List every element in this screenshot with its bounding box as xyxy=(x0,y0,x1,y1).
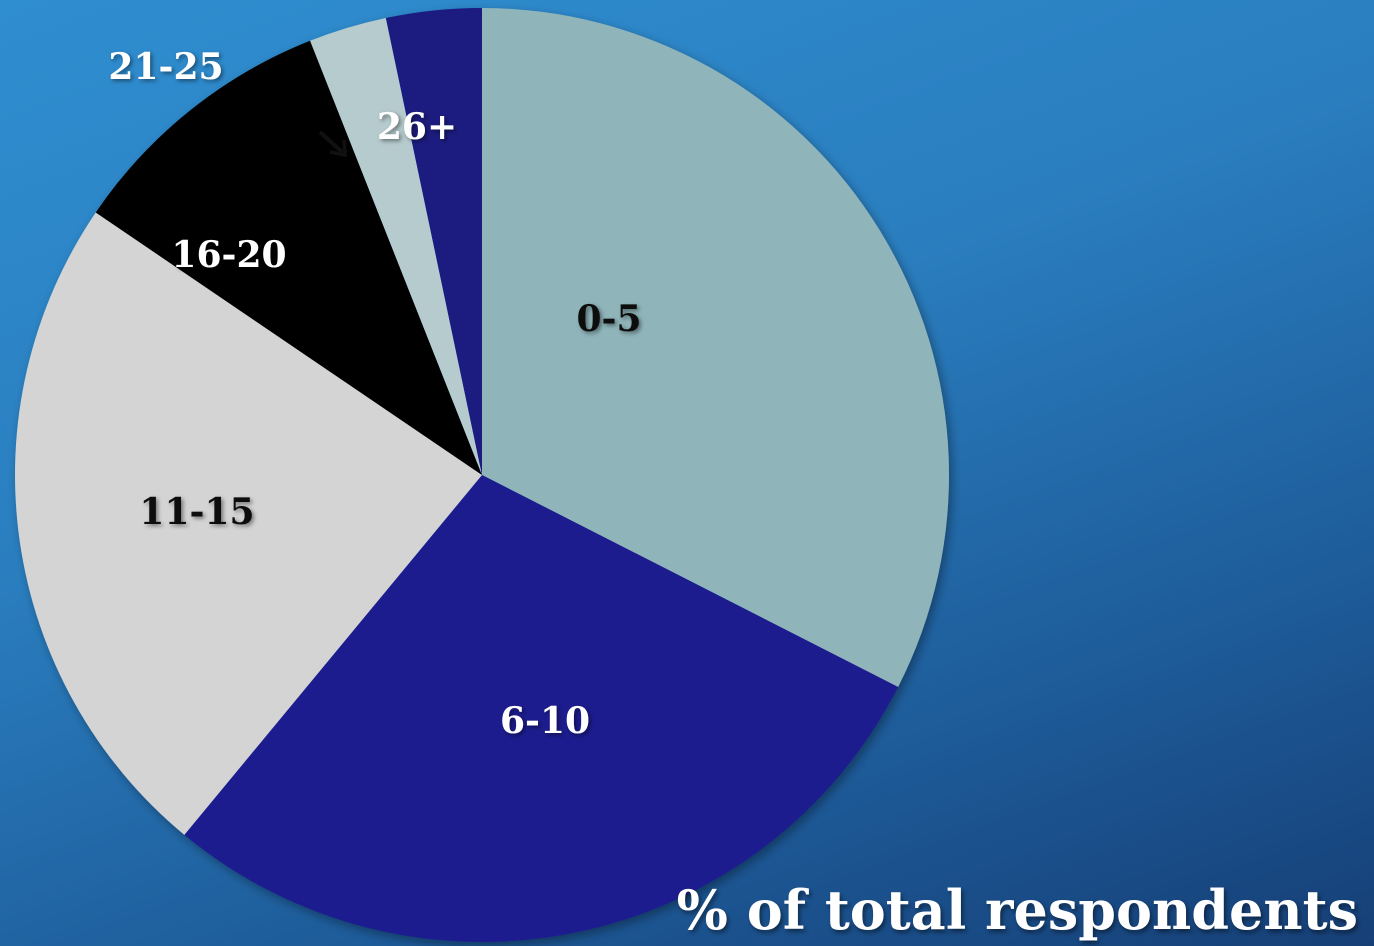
slice-label-6-10: 6-10 xyxy=(500,700,590,742)
pie-slice-6-10 xyxy=(184,475,899,942)
slice-label-11-15: 11-15 xyxy=(139,491,254,533)
pie-slice-26plus xyxy=(385,8,482,475)
slice-labels: 0-5 6-10 11-15 16-20 21-25 26+ xyxy=(108,46,641,742)
pie-slice-16-20 xyxy=(95,40,483,476)
leader-arrowhead xyxy=(329,139,347,158)
slice-label-21-25: 21-25 xyxy=(108,46,223,88)
pie-slice-21-25 xyxy=(310,18,482,476)
slice-label-16-20: 16-20 xyxy=(171,234,286,276)
pie-slice-11-15 xyxy=(14,212,482,835)
pie-slice-0-5 xyxy=(482,8,949,688)
leader-arrow-21-25 xyxy=(318,130,344,154)
chart-caption: % of total respondents xyxy=(676,878,1358,942)
slice-label-0-5: 0-5 xyxy=(576,298,641,340)
slice-label-26plus: 26+ xyxy=(377,106,457,148)
pie-slices xyxy=(14,8,949,942)
